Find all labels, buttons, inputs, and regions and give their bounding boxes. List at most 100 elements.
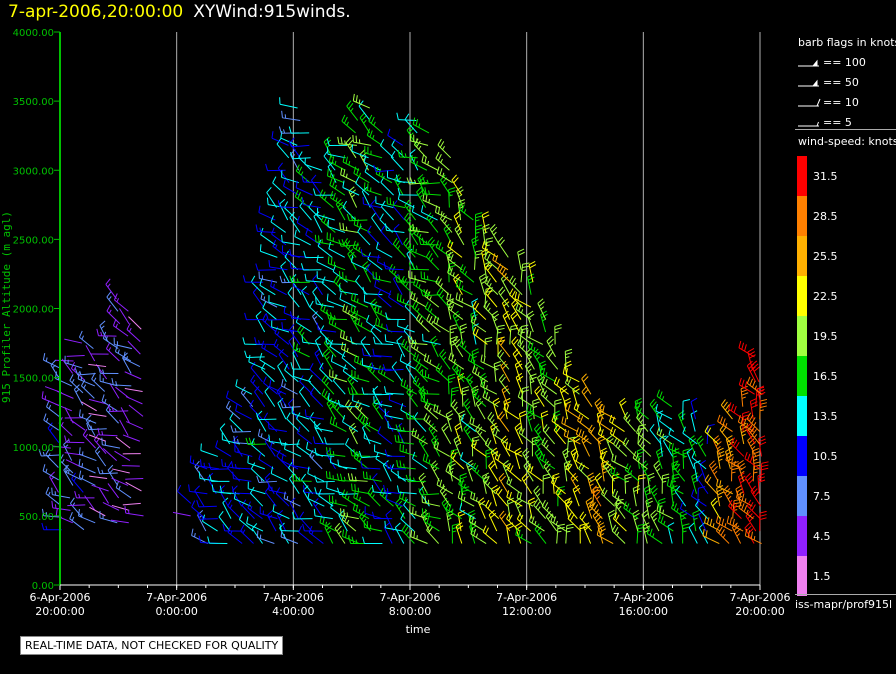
wind-barb xyxy=(339,292,357,308)
barb-flag xyxy=(747,423,753,431)
barb-flag xyxy=(47,422,53,429)
wind-barb xyxy=(540,410,549,432)
barb-half-flag xyxy=(407,245,411,249)
barb-flag xyxy=(698,486,706,489)
barb-staff xyxy=(453,439,462,457)
barb-staff xyxy=(79,477,96,486)
barb-flag xyxy=(425,194,428,202)
barb-flag xyxy=(620,400,627,406)
barb-staff xyxy=(318,329,337,333)
wind-barb xyxy=(194,485,205,507)
wind-barb xyxy=(106,291,119,312)
wind-barb xyxy=(101,394,118,412)
barb-staff xyxy=(364,301,382,308)
wind-barb xyxy=(247,481,266,495)
wind-barb xyxy=(410,155,428,171)
wind-barb xyxy=(380,200,394,221)
barb-flag xyxy=(80,379,86,387)
wind-barb xyxy=(89,506,106,517)
barb-half-flag xyxy=(359,407,363,412)
barb-flag xyxy=(314,422,321,429)
barb-staff xyxy=(598,433,614,445)
wind-barb xyxy=(252,286,265,308)
barb-staff xyxy=(259,359,276,370)
barb-flag xyxy=(268,434,271,442)
barb-flag xyxy=(473,528,477,536)
wind-barb xyxy=(690,397,698,420)
wind-barb xyxy=(63,439,73,461)
barb-flag xyxy=(403,498,408,506)
barb-flag xyxy=(351,473,354,481)
barb-flag xyxy=(337,136,340,144)
barb-half-flag xyxy=(408,220,412,224)
barb-flag xyxy=(649,398,655,405)
wind-barb xyxy=(385,509,395,532)
barb-flag xyxy=(698,522,705,528)
barb-flag xyxy=(636,426,640,433)
wind-barb xyxy=(362,286,383,296)
barb-flag xyxy=(480,354,483,362)
barb-half-flag xyxy=(753,535,756,541)
barb-staff xyxy=(698,514,707,532)
barb-flag xyxy=(535,426,542,433)
wind-barb xyxy=(717,414,733,432)
barb-flag xyxy=(405,240,411,247)
barb-staff xyxy=(269,441,288,445)
barb-half-flag xyxy=(116,298,120,303)
barb-flag xyxy=(564,497,572,502)
barb-staff xyxy=(262,319,277,333)
wind-barb xyxy=(451,174,463,196)
barb-staff xyxy=(421,211,438,221)
barb-flag xyxy=(311,174,317,181)
barb-flag xyxy=(451,174,457,181)
barb-flag xyxy=(318,235,320,243)
barb-flag xyxy=(752,451,760,455)
barb-flag xyxy=(425,455,429,463)
barb-flag xyxy=(412,223,415,231)
barb-staff xyxy=(271,473,288,482)
wind-barb xyxy=(589,499,603,519)
wind-barb xyxy=(738,377,755,395)
barb-flag xyxy=(248,354,251,362)
barb-staff xyxy=(233,478,252,482)
wind-barb xyxy=(455,367,473,383)
barb-staff xyxy=(289,478,300,495)
barb-half-flag xyxy=(286,495,289,501)
wind-barb xyxy=(746,376,762,395)
barb-staff xyxy=(326,487,345,495)
wind-barb xyxy=(287,287,300,308)
barb-flag xyxy=(362,261,369,267)
barb-flag xyxy=(355,176,360,184)
x-tick-time: 20:00:00 xyxy=(35,605,84,618)
barb-flag xyxy=(612,476,620,480)
barb-flag xyxy=(312,286,318,293)
barb-flag xyxy=(460,476,468,480)
barb-flag xyxy=(378,319,381,327)
barb-flag xyxy=(522,447,528,454)
barb-half-flag xyxy=(404,496,407,502)
wind-barb xyxy=(290,274,302,295)
barb-staff xyxy=(330,507,346,520)
barb-flag xyxy=(369,130,373,138)
barb-flag xyxy=(455,292,458,300)
wind-barbs xyxy=(38,93,769,545)
barb-staff xyxy=(314,340,324,358)
barb-flag xyxy=(405,361,412,367)
wind-barb xyxy=(372,271,392,283)
wind-barb xyxy=(350,336,371,345)
barb-flag xyxy=(370,199,376,206)
barb-half-flag xyxy=(753,433,758,438)
barb-flag xyxy=(384,223,387,231)
legend-panel: barb flags in knots == 100 == 50 == 10 == 5… xyxy=(795,32,896,596)
wind-barb xyxy=(127,340,141,355)
wind-barb xyxy=(422,193,440,209)
wind-barb xyxy=(230,425,251,433)
barb-staff xyxy=(342,370,359,383)
barb-staff xyxy=(381,206,394,221)
barb-half-flag xyxy=(314,502,319,507)
barb-flag xyxy=(436,166,440,174)
barb-flag xyxy=(447,513,454,517)
barb-staff xyxy=(339,277,358,283)
speed-bin-label: 1.5 xyxy=(813,570,831,583)
wind-barb xyxy=(345,438,360,457)
